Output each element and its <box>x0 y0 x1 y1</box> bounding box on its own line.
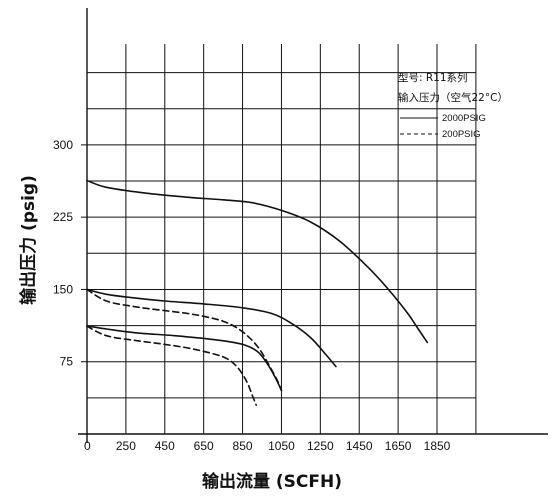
series-line-solid-1 <box>86 288 337 368</box>
x-tick-label: 450 <box>155 439 175 453</box>
x-axis-title: 输出流量 (SCFH) <box>202 471 342 492</box>
x-tick-label: 250 <box>116 439 136 453</box>
tick-labels: 0 250 450 650 850 1050 1250 1450 1650 1850 75 150 22… <box>53 138 451 453</box>
legend-title-line1: 型号: R11系列 <box>398 71 468 84</box>
x-tick-label: 1050 <box>268 439 295 453</box>
legend-entry-solid: 2000PSIG <box>442 113 486 124</box>
y-axis-title: 输出压力 (psig) <box>18 175 39 305</box>
series-line-dashed-4 <box>86 325 257 406</box>
y-tick-label: 300 <box>53 138 73 152</box>
x-tick-label: 1250 <box>307 439 334 453</box>
series-line-solid-0 <box>86 179 429 344</box>
legend-title-line2: 输入压力（空气22°C） <box>398 91 508 104</box>
x-tick-label: 1850 <box>424 439 451 453</box>
legend-entry-dashed: 200PSIG <box>442 129 481 140</box>
series-line-solid-2 <box>86 325 283 392</box>
series-line-dashed-3 <box>86 288 283 392</box>
x-tick-label: 850 <box>233 439 253 453</box>
x-tick-label: 650 <box>194 439 214 453</box>
y-tick-label: 150 <box>53 282 73 296</box>
grid <box>87 44 477 434</box>
x-tick-label: 1450 <box>346 439 373 453</box>
y-tick-label: 225 <box>53 210 73 224</box>
y-tick-label: 75 <box>60 355 74 369</box>
legend: 型号: R11系列 输入压力（空气22°C） 2000PSIG 200PSIG <box>398 71 508 140</box>
axes <box>78 8 548 443</box>
x-tick-label: 0 <box>84 439 91 453</box>
x-tick-label: 1650 <box>385 439 412 453</box>
series-group <box>86 179 429 406</box>
